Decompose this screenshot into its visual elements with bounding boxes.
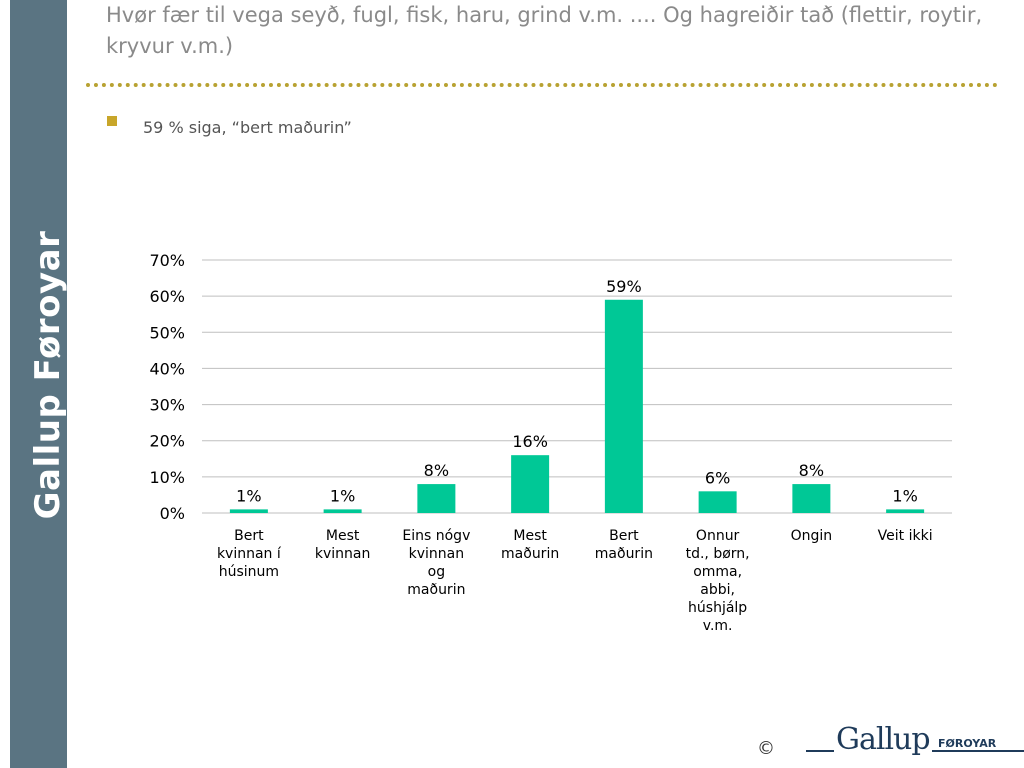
data-label: 1% <box>236 486 261 505</box>
y-tick-label: 0% <box>160 504 185 523</box>
x-tick-label: Bert <box>234 528 264 544</box>
data-label: 16% <box>512 432 548 451</box>
data-label: 1% <box>330 486 355 505</box>
y-tick-label: 60% <box>149 287 185 306</box>
x-tick-label: kvinnan í <box>217 546 282 562</box>
bar <box>792 484 831 513</box>
x-tick-label: maðurin <box>407 582 465 598</box>
x-tick-label: Onnur <box>696 528 740 544</box>
bar <box>886 509 925 513</box>
x-tick-label: Ongin <box>791 528 833 544</box>
y-tick-label: 40% <box>149 359 185 378</box>
y-tick-label: 30% <box>149 396 185 415</box>
gallup-logo-subtext: FØROYAR <box>936 737 999 750</box>
bar <box>604 299 643 513</box>
bullet-marker-icon <box>107 116 117 126</box>
data-label: 1% <box>892 486 917 505</box>
data-label: 59% <box>606 277 642 296</box>
x-tick-label: Eins nógv <box>402 528 470 544</box>
y-tick-label: 10% <box>149 468 185 487</box>
bar <box>417 484 456 513</box>
data-label: 6% <box>705 468 730 487</box>
y-tick-label: 20% <box>149 432 185 451</box>
sidebar-band: Gallup Føroyar <box>10 0 68 768</box>
x-tick-label: maðurin <box>595 546 653 562</box>
gallup-logo: Gallup <box>834 722 932 757</box>
x-tick-label: og <box>428 564 445 580</box>
copyright-symbol: © <box>757 738 775 759</box>
x-tick-label: td., børn, <box>686 546 750 562</box>
bar <box>323 509 362 513</box>
data-label: 8% <box>799 461 824 480</box>
bar <box>229 509 268 513</box>
slide-title: Hvør fær til vega seyð, fugl, fisk, haru… <box>106 3 983 58</box>
x-tick-label: maðurin <box>501 546 559 562</box>
x-tick-label: húsinum <box>219 564 279 580</box>
x-tick-label: Bert <box>609 528 639 544</box>
bar <box>511 455 550 513</box>
x-tick-label: kvinnan <box>409 546 464 562</box>
bar <box>698 491 737 513</box>
x-tick-label: v.m. <box>703 618 733 634</box>
x-tick-label: Veit ikki <box>878 528 933 544</box>
y-tick-label: 50% <box>149 323 185 342</box>
y-tick-label: 70% <box>149 251 185 270</box>
x-tick-label: kvinnan <box>315 546 370 562</box>
x-tick-label: abbi, <box>700 582 735 598</box>
x-tick-label: húshjálp <box>688 600 747 616</box>
x-tick-label: omma, <box>693 564 742 580</box>
x-tick-label: Mest <box>513 528 547 544</box>
title-divider <box>86 83 998 87</box>
data-label: 8% <box>424 461 449 480</box>
bullet-text: 59 % siga, “bert maðurin” <box>143 118 352 137</box>
x-tick-label: Mest <box>326 528 360 544</box>
